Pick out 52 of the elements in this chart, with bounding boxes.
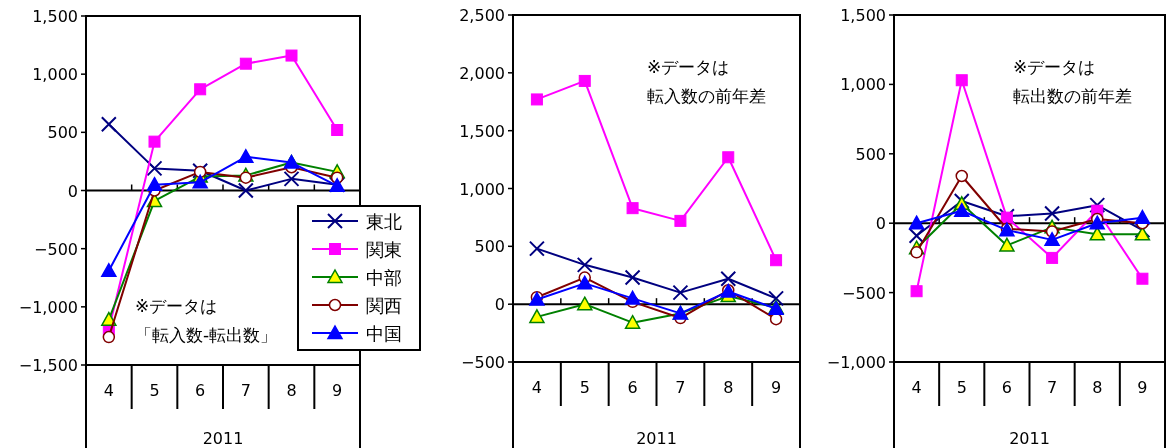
annotation: ※データは [135, 296, 218, 316]
x-axis-title: 2011 [202, 429, 244, 448]
x-tick-label: 7 [240, 381, 251, 400]
legend-label: 東北 [366, 211, 402, 232]
x-tick-label: 7 [1046, 378, 1058, 397]
legend-label: 中国 [366, 323, 402, 344]
y-tick-label: −1,000 [18, 297, 78, 317]
y-tick-label: 500 [47, 123, 78, 143]
x-axis-title: 2011 [636, 429, 677, 448]
y-tick-label: 2,000 [459, 63, 505, 83]
x-tick-label: 6 [195, 381, 206, 400]
y-tick-label: −500 [461, 353, 505, 372]
annotation: 「転入数-転出数」 [135, 325, 278, 345]
y-tick-label: −500 [842, 283, 886, 303]
x-tick-label: 5 [149, 381, 160, 400]
x-axis-title: 2011 [1009, 429, 1050, 448]
x-tick-label: 5 [579, 378, 590, 397]
y-tick-label: 0 [67, 181, 78, 201]
annotation: ※データは [647, 57, 730, 77]
y-tick-label: 0 [494, 295, 505, 315]
x-tick-label: 8 [1092, 378, 1103, 397]
y-tick-label: 2,500 [459, 6, 505, 25]
y-tick-label: −1,500 [18, 356, 78, 375]
x-tick-label: 7 [675, 378, 686, 397]
y-tick-label: 500 [855, 144, 886, 164]
y-tick-label: 1,000 [840, 75, 886, 95]
x-tick-label: 4 [911, 378, 922, 397]
y-tick-label: 1,000 [32, 65, 78, 85]
x-tick-label: 8 [286, 381, 297, 400]
x-tick-label: 5 [956, 378, 967, 397]
y-tick-label: 500 [474, 237, 505, 257]
x-tick-label: 9 [332, 381, 343, 400]
x-tick-label: 4 [531, 378, 543, 397]
y-tick-label: 0 [875, 214, 886, 234]
x-tick-label: 9 [770, 378, 782, 397]
legend-label: 関西 [366, 295, 402, 316]
y-tick-label: 1,500 [459, 121, 505, 141]
annotation: ※データは [1013, 57, 1096, 77]
legend-label: 中部 [366, 267, 402, 288]
x-tick-label: 6 [1001, 378, 1013, 397]
x-tick-label: 6 [627, 378, 638, 397]
x-tick-label: 4 [103, 381, 114, 400]
annotation: 転入数の前年差 [647, 86, 766, 106]
x-tick-label: 8 [723, 378, 734, 397]
legend-label: 関東 [366, 239, 402, 260]
x-tick-label: 9 [1137, 378, 1148, 397]
y-tick-label: −500 [34, 239, 78, 259]
annotation: 転出数の前年差 [1013, 86, 1132, 106]
y-tick-label: −1,000 [826, 353, 886, 372]
y-tick-label: 1,000 [459, 179, 505, 199]
y-tick-label: 1,500 [840, 6, 886, 25]
y-tick-label: 1,500 [32, 7, 78, 26]
